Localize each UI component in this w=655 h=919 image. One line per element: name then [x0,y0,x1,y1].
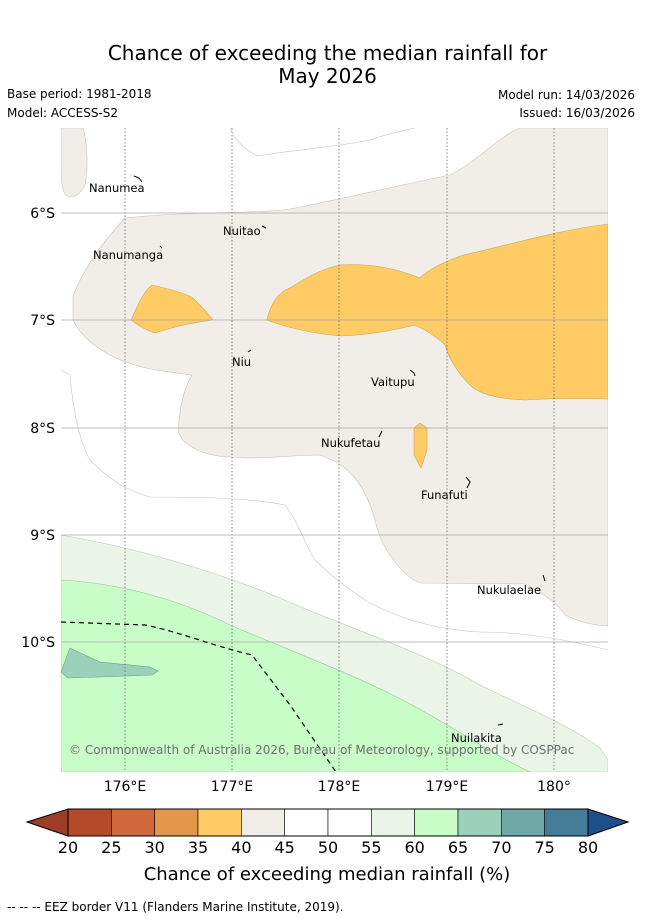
colorbar-segment [544,808,589,837]
place-label-nuilakita: Nuilakita [451,731,502,745]
lon-label: 177°E [211,779,254,795]
copyright-notice: © Commonwealth of Australia 2026, Bureau… [69,743,574,757]
colorbar-tick-label: 60 [404,838,424,857]
colorbar-tick-label: 35 [188,838,208,857]
island-outlines [133,175,546,726]
place-label-vaitupu: Vaitupu [371,375,415,389]
colorbar-segment [284,808,329,837]
colorbar-tick-label: 75 [534,838,554,857]
colorbar-segment [371,808,415,837]
place-label-funafuti: Funafuti [421,488,468,502]
colorbar-tick-label: 30 [144,838,164,857]
colorbar-tick-label: 70 [491,838,511,857]
map-field [61,128,608,772]
model-name: Model: ACCESS-S2 [7,106,119,120]
place-label-nukulaelae: Nukulaelae [477,583,541,597]
place-label-nanumea: Nanumea [89,181,145,195]
colorbar-segment [241,808,285,837]
colorbar-frame [67,808,589,837]
colorbar-segment [414,808,459,837]
issued-date: Issued: 16/03/2026 [519,106,635,120]
region-40-45-north [61,128,88,198]
place-label-nuitao: Nuitao [223,224,261,238]
colorbar-tick-label: 80 [578,838,598,857]
chart-title-line1: Chance of exceeding the median rainfall … [107,41,548,65]
colorbar-tick-label: 50 [318,838,338,857]
region-65-70 [61,647,159,679]
place-label-niu: Niu [232,355,251,369]
region-35-40-east [266,223,608,401]
colorbar-tick-label: 40 [231,838,251,857]
lon-label: 178°E [318,779,361,795]
colorbar-tick-label: 45 [274,838,294,857]
lat-label: 7°S [30,313,55,329]
colorbar-title: Chance of exceeding median rainfall (%) [144,864,511,885]
colorbar-under-arrow [25,808,69,837]
colorbar-tick-label: 20 [58,838,78,857]
colorbar-segment [154,808,199,837]
base-period: Base period: 1981-2018 [7,87,152,101]
parallel-lines [61,212,608,643]
contour-line [61,369,608,651]
colorbar-segment [67,808,112,837]
model-run-date: Model run: 14/03/2026 [497,88,635,102]
meridian-lines [124,128,555,772]
lon-label: 179°E [426,779,469,795]
lat-label: 6°S [30,206,55,222]
eez-footnote: -- -- -- EEZ border V11 (Flanders Marine… [7,900,344,914]
colorbar-segment [501,808,545,837]
colorbar-tick-label: 55 [361,838,381,857]
colorbar-tick-label: 65 [448,838,468,857]
place-label-nukufetau: Nukufetau [321,436,380,450]
colorbar-over-arrow [587,808,630,837]
lat-label: 9°S [30,528,55,544]
region-35-40-west [130,284,214,334]
eez-border [61,621,337,772]
region-35-40-south [413,422,428,469]
colorbar: 20 25 30 35 40 45 50 55 60 65 70 75 80 Chance of exc… [25,808,630,885]
lat-label: 10°S [21,635,55,651]
colorbar-segment [327,808,372,837]
colorbar-segment [197,808,242,837]
colorbar-segment [457,808,502,837]
region-60-65 [61,579,531,772]
place-label-nanumanga: Nanumanga [93,248,163,262]
colorbar-segment [111,808,155,837]
lon-label: 176°E [104,779,147,795]
lon-label: 180° [537,779,571,795]
chart-title-line2: May 2026 [278,64,377,88]
colorbar-tick-label: 25 [101,838,121,857]
lat-label: 8°S [30,421,55,437]
contour-line [229,128,416,157]
